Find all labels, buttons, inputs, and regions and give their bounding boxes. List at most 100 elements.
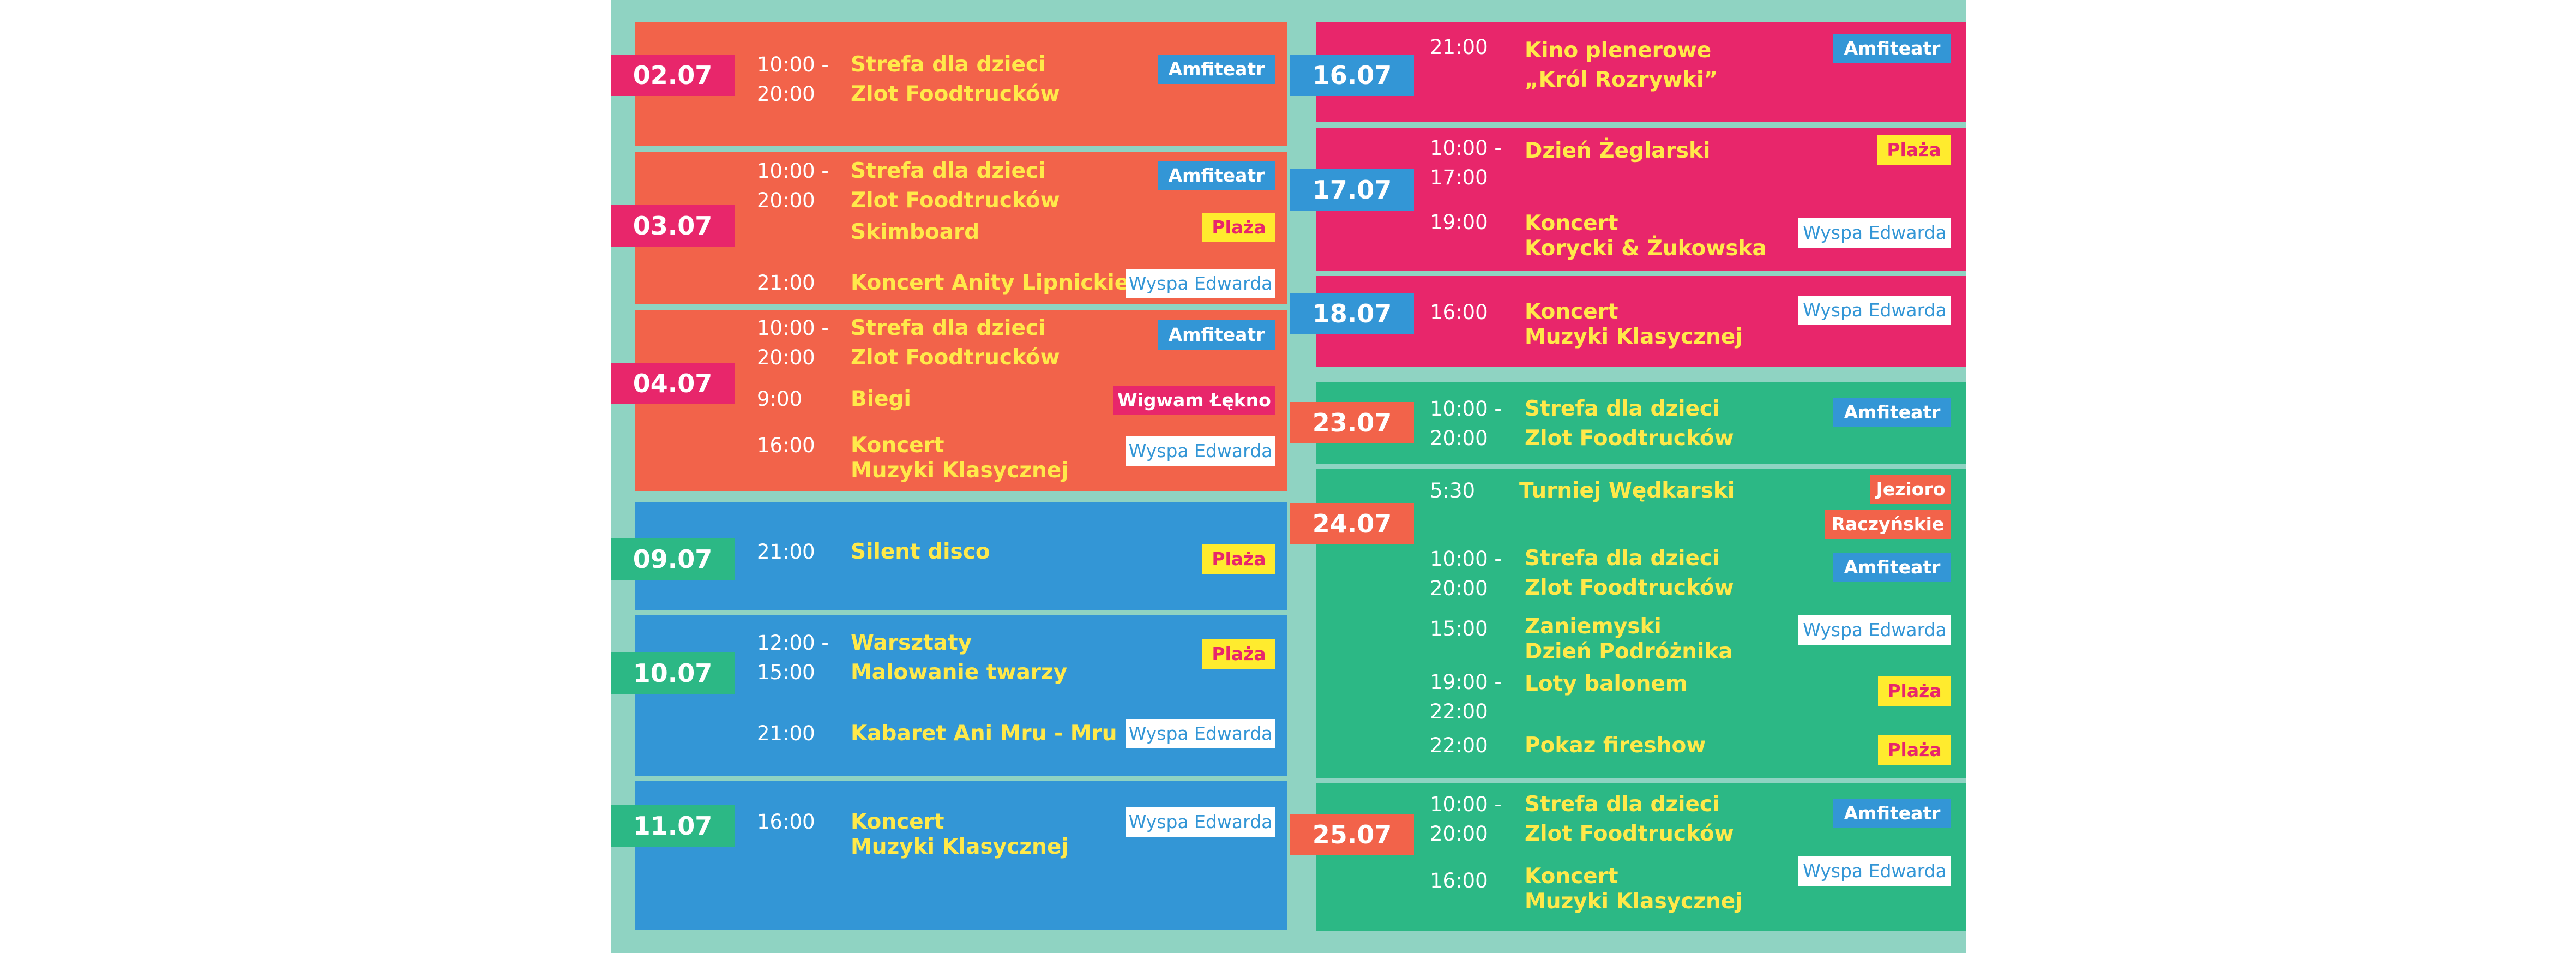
time: 10:00 -: [1430, 397, 1502, 421]
event-title: Korycki & Żukowska: [1525, 236, 1767, 261]
venue-tag: Wyspa Edwarda: [1798, 296, 1951, 325]
day-panel-11-07: [635, 781, 1287, 930]
event-title: Dzień Żeglarski: [1525, 139, 1711, 163]
event-title: Strefa dla dzieci: [1525, 397, 1720, 421]
event-title: Koncert: [1525, 864, 1618, 889]
venue-tag: Wyspa Edwarda: [1798, 856, 1951, 886]
time: 15:00: [757, 661, 815, 684]
day-panel-02-07: [635, 22, 1287, 146]
venue-tag: Plaża: [1877, 135, 1951, 165]
event-title: Kabaret Ani Mru - Mru: [851, 721, 1117, 746]
event-title: Loty balonem: [1525, 672, 1688, 696]
time: 21:00: [757, 271, 815, 295]
event-title: Koncert Anity Lipnickiej: [851, 271, 1136, 295]
event-title: Pokaz fireshow: [1525, 733, 1706, 758]
time: 21:00: [757, 540, 815, 564]
time: 21:00: [757, 722, 815, 745]
time: 20:00: [757, 82, 815, 106]
event-title: Zaniemyski: [1525, 614, 1662, 639]
event-title: Koncert: [1525, 299, 1618, 324]
event-title: Koncert: [1525, 211, 1618, 236]
venue-tag: Amfiteatr: [1833, 799, 1951, 828]
date-label: 02.07: [611, 55, 735, 96]
time: 16:00: [757, 810, 815, 834]
venue-tag: Raczyńskie: [1825, 510, 1951, 539]
time: 5:30: [1430, 479, 1476, 502]
time: 21:00: [1430, 35, 1488, 59]
venue-tag: Wyspa Edwarda: [1798, 218, 1951, 248]
time: 20:00: [1430, 822, 1488, 846]
time: 9:00: [757, 387, 803, 411]
event-title: Strefa dla dzieci: [1525, 792, 1720, 817]
venue-tag: Amfiteatr: [1158, 320, 1275, 350]
event-title: Turniej Wędkarski: [1519, 478, 1735, 503]
date-label: 24.07: [1290, 503, 1414, 544]
date-label: 23.07: [1290, 402, 1414, 443]
event-title: Zlot Foodtrucków: [851, 82, 1060, 106]
time: 16:00: [1430, 869, 1488, 892]
event-title: „Król Rozrywki”: [1525, 68, 1718, 92]
time: 17:00: [1430, 166, 1488, 189]
event-title: Biegi: [851, 387, 911, 411]
event-title: Koncert: [851, 810, 944, 834]
time: 10:00 -: [757, 316, 829, 340]
event-title: Strefa dla dzieci: [851, 316, 1046, 340]
time: 15:00: [1430, 617, 1488, 640]
time: 20:00: [1430, 577, 1488, 600]
day-panel-10-07: [635, 615, 1287, 776]
venue-tag: Amfiteatr: [1158, 161, 1275, 190]
venue-tag: Amfiteatr: [1158, 55, 1275, 84]
time: 19:00 -: [1430, 670, 1502, 694]
event-title: Malowanie twarzy: [851, 660, 1068, 685]
time: 22:00: [1430, 734, 1488, 757]
venue-tag: Plaża: [1202, 213, 1275, 242]
time: 20:00: [757, 189, 815, 212]
event-title: Zlot Foodtrucków: [851, 345, 1060, 370]
venue-tag: Plaża: [1202, 639, 1275, 669]
time: 22:00: [1430, 700, 1488, 723]
time: 10:00 -: [1430, 793, 1502, 816]
event-title: Strefa dla dzieci: [851, 159, 1046, 183]
event-title: Zlot Foodtrucków: [1525, 822, 1734, 846]
time: 10:00 -: [757, 159, 829, 183]
event-title: Dzień Podróżnika: [1525, 639, 1733, 664]
time: 16:00: [1430, 301, 1488, 324]
schedule-board: 02.07 10:00 - 20:00 Strefa dla dzieci Zl…: [611, 0, 1966, 953]
event-title: Zlot Foodtrucków: [1525, 576, 1734, 600]
date-label: 03.07: [611, 205, 735, 247]
event-title: Skimboard: [851, 220, 980, 244]
event-title: Strefa dla dzieci: [1525, 546, 1720, 571]
time: 10:00 -: [757, 53, 829, 76]
day-panel-09-07: [635, 502, 1287, 610]
venue-tag: Plaża: [1878, 676, 1951, 706]
time: 19:00: [1430, 211, 1488, 234]
event-title: Muzyki Klasycznej: [851, 458, 1069, 483]
venue-tag: Amfiteatr: [1833, 553, 1951, 582]
time: 16:00: [757, 434, 815, 457]
date-label: 16.07: [1290, 55, 1414, 96]
event-title: Strefa dla dzieci: [851, 52, 1046, 77]
date-label: 11.07: [611, 805, 735, 847]
event-title: Zlot Foodtrucków: [1525, 426, 1734, 451]
date-label: 04.07: [611, 363, 735, 404]
venue-tag: Plaża: [1202, 544, 1275, 574]
time: 10:00 -: [1430, 547, 1502, 571]
event-title: Muzyki Klasycznej: [851, 835, 1069, 859]
venue-tag: Amfiteatr: [1833, 398, 1951, 427]
time: 20:00: [757, 346, 815, 369]
time: 10:00 -: [1430, 136, 1502, 160]
venue-tag: Wyspa Edwarda: [1798, 615, 1951, 645]
venue-tag: Plaża: [1878, 735, 1951, 765]
time: 20:00: [1430, 427, 1488, 450]
event-title: Kino plenerowe: [1525, 38, 1712, 63]
venue-tag: Amfiteatr: [1833, 34, 1951, 63]
venue-tag: Wyspa Edwarda: [1126, 719, 1275, 748]
venue-tag: Wyspa Edwarda: [1126, 269, 1275, 298]
event-title: Warsztaty: [851, 631, 972, 655]
event-title: Koncert: [851, 433, 944, 458]
date-label: 10.07: [611, 652, 735, 694]
venue-tag: Wigwam Łękno: [1113, 386, 1275, 415]
event-title: Zlot Foodtrucków: [851, 188, 1060, 213]
date-label: 09.07: [611, 538, 735, 580]
date-label: 17.07: [1290, 169, 1414, 211]
